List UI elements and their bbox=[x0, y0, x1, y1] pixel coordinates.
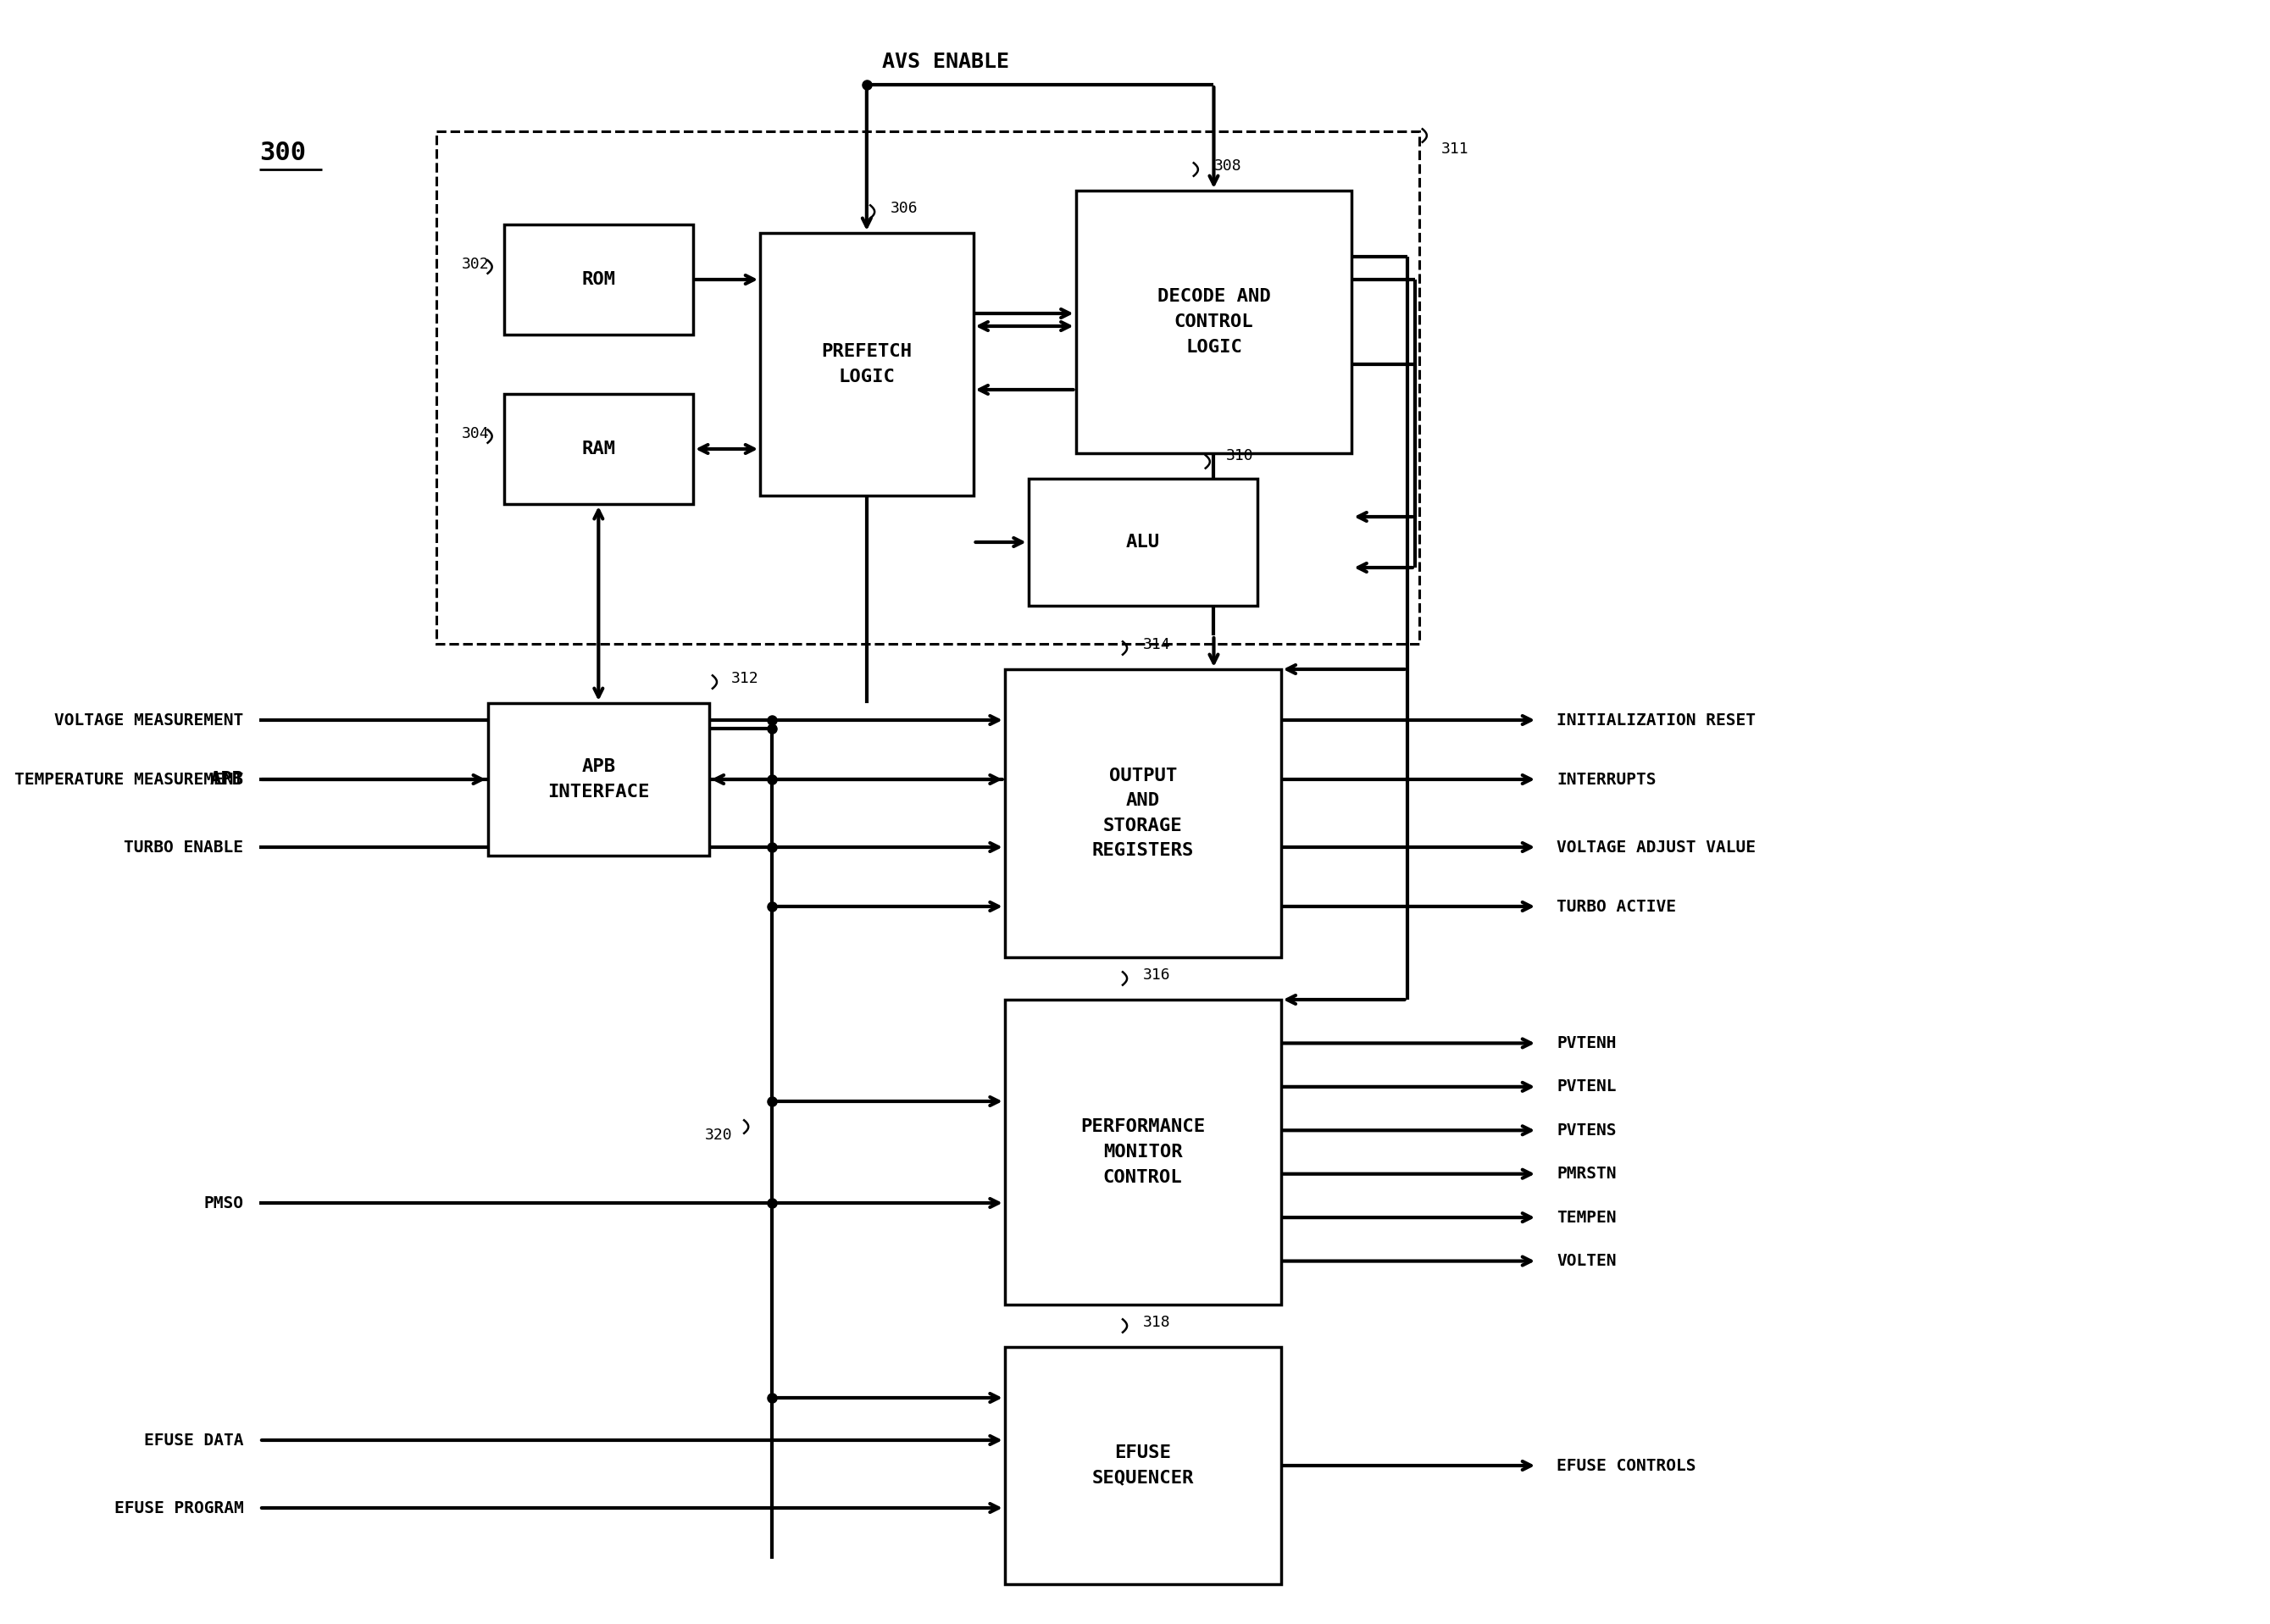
Text: 302: 302 bbox=[463, 257, 490, 271]
Text: VOLTAGE ADJUST VALUE: VOLTAGE ADJUST VALUE bbox=[1557, 840, 1757, 856]
Text: 320: 320 bbox=[706, 1127, 733, 1143]
Text: 300: 300 bbox=[259, 141, 306, 166]
Text: INITIALIZATION RESET: INITIALIZATION RESET bbox=[1557, 711, 1757, 728]
Text: 312: 312 bbox=[731, 671, 758, 687]
Text: PMRSTN: PMRSTN bbox=[1557, 1166, 1616, 1182]
Bar bbox=[760, 232, 974, 495]
Text: EFUSE PROGRAM: EFUSE PROGRAM bbox=[114, 1501, 243, 1515]
Text: 310: 310 bbox=[1226, 448, 1253, 463]
Text: 304: 304 bbox=[463, 425, 490, 442]
Text: EFUSE
SEQUENCER: EFUSE SEQUENCER bbox=[1092, 1445, 1194, 1486]
Bar bbox=[504, 224, 692, 335]
Text: INTERRUPTS: INTERRUPTS bbox=[1557, 771, 1657, 788]
Text: PERFORMANCE
MONITOR
CONTROL: PERFORMANCE MONITOR CONTROL bbox=[1081, 1119, 1205, 1186]
Text: TEMPEN: TEMPEN bbox=[1557, 1210, 1616, 1226]
Text: PMSO: PMSO bbox=[204, 1195, 243, 1212]
Bar bbox=[504, 395, 692, 503]
Bar bbox=[1006, 1000, 1280, 1304]
Text: AVS ENABLE: AVS ENABLE bbox=[883, 52, 1010, 71]
Bar bbox=[1028, 479, 1258, 606]
Bar bbox=[1076, 190, 1353, 453]
Text: 308: 308 bbox=[1214, 159, 1242, 174]
Text: TURBO ACTIVE: TURBO ACTIVE bbox=[1557, 898, 1675, 914]
Text: OUTPUT
AND
STORAGE
REGISTERS: OUTPUT AND STORAGE REGISTERS bbox=[1092, 767, 1194, 859]
Text: TEMPERATURE MEASUREMENT: TEMPERATURE MEASUREMENT bbox=[14, 771, 243, 788]
Text: TURBO ENABLE: TURBO ENABLE bbox=[125, 840, 243, 856]
Text: PREFETCH
LOGIC: PREFETCH LOGIC bbox=[822, 343, 913, 385]
Text: 316: 316 bbox=[1142, 968, 1171, 983]
Text: APB
INTERFACE: APB INTERFACE bbox=[547, 758, 649, 801]
Text: PVTENS: PVTENS bbox=[1557, 1122, 1616, 1138]
Text: RAM: RAM bbox=[581, 440, 615, 458]
Bar bbox=[1006, 1346, 1280, 1583]
Text: APB: APB bbox=[209, 771, 243, 788]
Text: ALU: ALU bbox=[1126, 534, 1160, 551]
Text: VOLTEN: VOLTEN bbox=[1557, 1254, 1616, 1268]
Text: EFUSE DATA: EFUSE DATA bbox=[143, 1432, 243, 1449]
Text: 311: 311 bbox=[1441, 141, 1469, 158]
Text: VOLTAGE MEASUREMENT: VOLTAGE MEASUREMENT bbox=[54, 711, 243, 728]
Text: DECODE AND
CONTROL
LOGIC: DECODE AND CONTROL LOGIC bbox=[1158, 289, 1271, 356]
Text: ROM: ROM bbox=[581, 271, 615, 287]
Text: PVTENH: PVTENH bbox=[1557, 1034, 1616, 1051]
Text: PVTENL: PVTENL bbox=[1557, 1078, 1616, 1095]
Bar bbox=[1006, 669, 1280, 957]
Text: 318: 318 bbox=[1142, 1315, 1171, 1330]
Text: EFUSE CONTROLS: EFUSE CONTROLS bbox=[1557, 1457, 1696, 1473]
Bar bbox=[488, 703, 708, 856]
Bar bbox=[436, 132, 1419, 643]
Text: 306: 306 bbox=[890, 201, 917, 216]
Text: 314: 314 bbox=[1142, 637, 1171, 653]
